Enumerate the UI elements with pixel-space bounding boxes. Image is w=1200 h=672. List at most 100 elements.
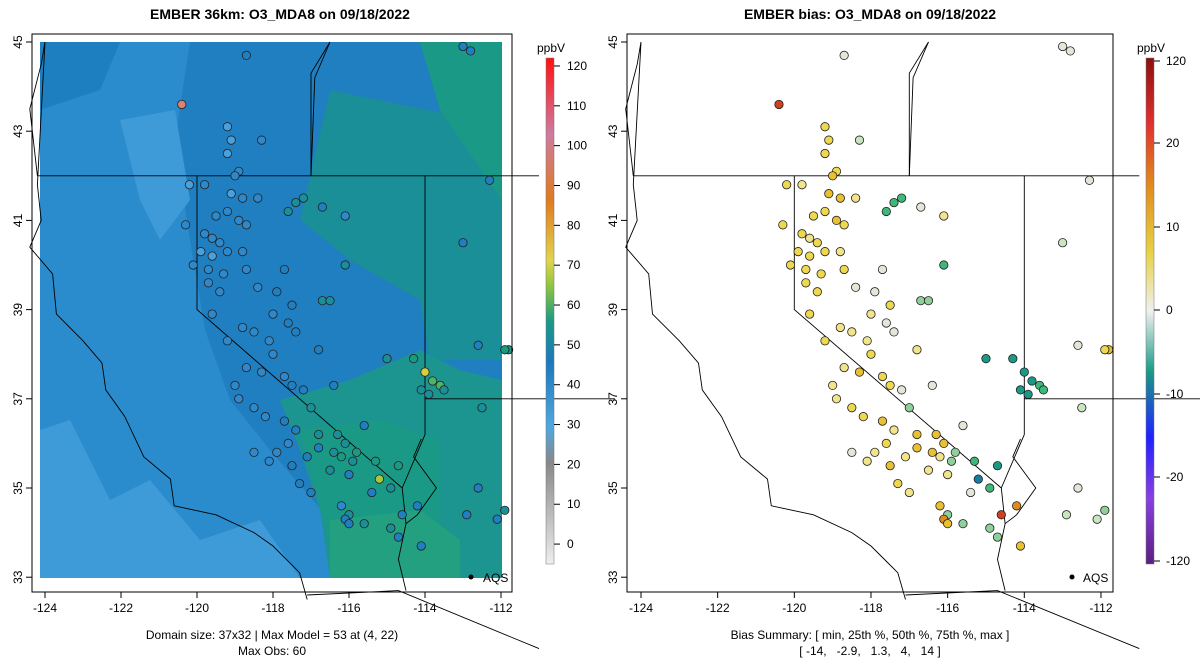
- obs-marker: [211, 211, 221, 221]
- bias-marker: [973, 474, 983, 484]
- obs-marker: [256, 135, 267, 145]
- obs-marker: [340, 260, 350, 270]
- aqs-legend-dot-right: [1069, 574, 1075, 580]
- obs-marker: [367, 487, 377, 498]
- left-footer-line2: Max Obs: 60: [237, 644, 307, 658]
- colorbar-tick-label: 80: [567, 218, 581, 232]
- bias-marker: [858, 412, 868, 422]
- lon-tick-label: -122: [706, 601, 730, 615]
- obs-marker: [473, 483, 483, 493]
- bias-marker: [805, 233, 815, 243]
- obs-marker: [313, 443, 324, 453]
- bias-marker: [943, 470, 953, 480]
- obs-marker: [359, 420, 369, 431]
- aqs-label-right: AQS: [1083, 571, 1108, 585]
- lat-tick-label: 39: [11, 303, 25, 317]
- bias-marker: [912, 443, 922, 453]
- obs-marker: [427, 376, 438, 386]
- lat-tick-label: 35: [11, 481, 25, 495]
- coastal-light-region: [120, 110, 190, 240]
- obs-marker: [416, 385, 426, 395]
- bias-marker: [820, 247, 830, 257]
- obs-marker: [340, 438, 350, 448]
- bias-marker: [935, 452, 945, 462]
- bias-marker: [969, 456, 980, 466]
- obs-marker: [272, 287, 282, 297]
- bias-marker: [966, 487, 976, 498]
- obs-marker: [177, 99, 187, 110]
- left-colorbar-unit: ppbV: [537, 41, 565, 55]
- obs-marker: [500, 505, 510, 515]
- obs-marker: [306, 403, 316, 413]
- obs-marker: [306, 487, 316, 498]
- bias-marker: [854, 367, 865, 377]
- bias-marker: [1058, 238, 1068, 248]
- obs-marker: [325, 296, 335, 306]
- obs-marker: [458, 41, 468, 52]
- obs-marker: [332, 429, 343, 440]
- idaho-region: [420, 42, 502, 200]
- aqs-legend-dot-left: [468, 574, 474, 580]
- lon-tick-label: -120: [782, 601, 806, 615]
- obs-marker: [203, 264, 213, 275]
- bias-marker: [881, 438, 891, 448]
- obs-marker: [268, 309, 278, 319]
- nevada-region: [300, 90, 502, 360]
- obs-marker: [287, 300, 297, 310]
- colorbar-tick-label: 120: [1166, 54, 1186, 68]
- lon-tick-label: -112: [489, 601, 512, 615]
- bias-marker: [839, 362, 849, 373]
- bias-marker: [801, 278, 811, 288]
- bias-marker: [897, 385, 907, 395]
- obs-marker: [264, 336, 274, 346]
- obs-marker: [241, 362, 251, 373]
- right-bias-markers: [774, 41, 1114, 551]
- obs-marker: [462, 510, 472, 520]
- obs-marker: [370, 456, 381, 466]
- bias-marker: [985, 523, 995, 533]
- lon-tick-label: -112: [1089, 601, 1112, 615]
- obs-marker: [374, 474, 384, 484]
- lat-tick-label: 45: [11, 35, 25, 49]
- obs-marker: [260, 412, 270, 422]
- obs-marker: [264, 456, 274, 466]
- bias-marker: [1015, 385, 1026, 395]
- bias-marker: [774, 99, 784, 110]
- colorbar-tick-label: 40: [567, 378, 581, 392]
- colorbar-tick-label: 0: [567, 537, 574, 551]
- right-plot-frame: [626, 33, 1114, 593]
- nw-region: [40, 42, 120, 110]
- obs-marker: [188, 260, 198, 270]
- colorbar-tick-label: 70: [567, 258, 581, 272]
- bias-marker: [885, 461, 895, 471]
- bias-marker: [881, 318, 891, 328]
- bias-marker: [831, 215, 842, 225]
- colorbar-tick-label: -120: [1166, 554, 1190, 568]
- bias-marker: [1058, 41, 1068, 52]
- obs-marker: [386, 483, 396, 493]
- bias-marker: [1100, 505, 1110, 515]
- bias-marker: [1077, 403, 1087, 413]
- lon-tick-label: -116: [337, 601, 360, 615]
- colorbar-tick-label: 120: [567, 59, 587, 73]
- colorbar-tick-label: 30: [567, 418, 581, 432]
- obs-marker: [473, 340, 483, 350]
- obs-marker: [283, 318, 293, 328]
- bias-marker: [877, 371, 888, 382]
- colorbar-tick-label: 20: [567, 457, 581, 471]
- lat-tick-label: 33: [11, 570, 25, 584]
- bias-marker: [900, 452, 911, 462]
- obs-marker: [317, 202, 327, 212]
- obs-marker: [283, 206, 293, 217]
- left-state-boundaries: [29, 41, 615, 650]
- bias-marker: [1008, 354, 1018, 364]
- obs-marker: [238, 193, 248, 203]
- left-plot-frame: [31, 33, 513, 593]
- right-map-title: EMBER bias: O3_MDA8 on 09/18/2022: [743, 6, 997, 22]
- obs-marker: [230, 380, 240, 391]
- left-colorado-river: [405, 438, 437, 525]
- colorbar-tick-label: 20: [1166, 136, 1180, 150]
- bias-marker: [897, 193, 907, 203]
- obs-marker: [313, 345, 324, 355]
- obs-marker: [222, 148, 232, 159]
